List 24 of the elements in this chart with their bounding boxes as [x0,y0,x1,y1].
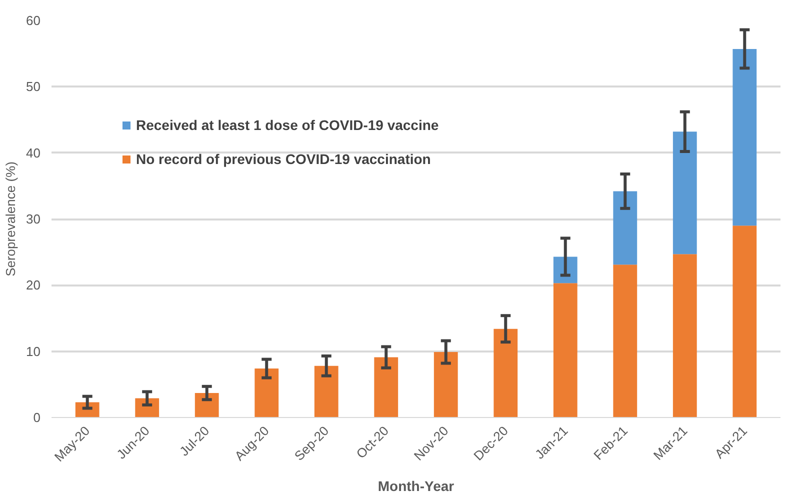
bar [732,48,757,226]
bar [254,368,279,418]
y-tick-label: 0 [33,410,41,425]
y-tick-label: 60 [26,13,41,28]
y-tick-label: 50 [26,79,41,94]
legend-label: No record of previous COVID-19 vaccination [136,151,431,167]
y-axis-title: Seroprevalence (%) [3,162,18,276]
bar [194,393,219,418]
bar [672,132,697,254]
y-tick-label: 10 [26,344,41,359]
bar [494,328,518,418]
legend-label: Received at least 1 dose of COVID-19 vaccine [136,117,439,133]
bar [732,226,757,418]
bar [374,357,398,418]
x-axis-title: Month-Year [378,478,455,494]
y-tick-label: 20 [26,278,41,293]
bar [613,191,638,265]
y-tick-label: 30 [26,212,41,226]
bar [613,264,638,418]
y-tick-label: 40 [26,145,41,160]
bar [314,366,338,418]
bar [434,352,458,418]
bar [553,283,578,418]
bar [672,254,697,418]
